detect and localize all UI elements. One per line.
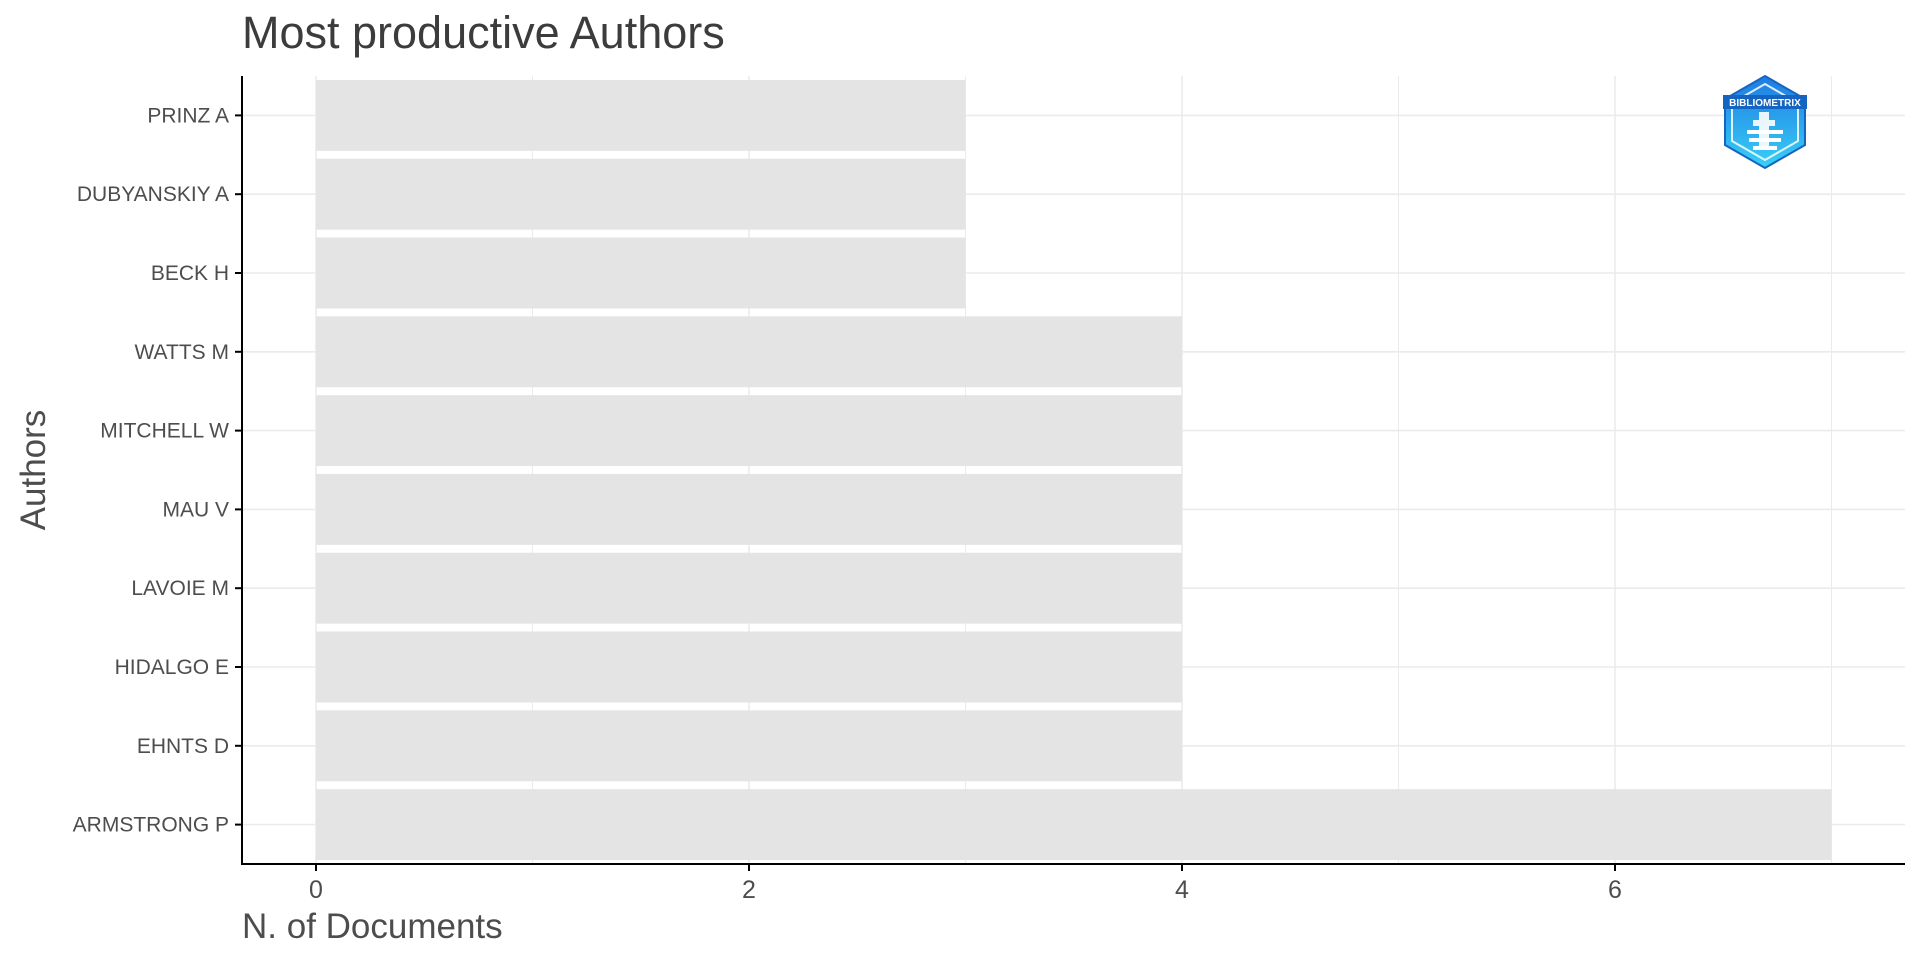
bar-mau-v (316, 473, 1182, 545)
bar-hidalgo-e (316, 631, 1182, 703)
bar-layer (316, 79, 1832, 861)
bar-watts-m (316, 316, 1182, 388)
y-axis-title: Authors (14, 410, 53, 531)
x-tick-label: 4 (1175, 876, 1189, 904)
y-tick-label: EHNTS D (137, 735, 229, 758)
logo-bars-icon (1747, 130, 1783, 150)
logo-wordmark: BIBLIOMETRIX (1729, 98, 1801, 109)
bar-prinz-a (316, 79, 966, 151)
x-tick-label: 6 (1608, 876, 1622, 904)
bar-beck-h (316, 237, 966, 309)
y-tick-label: ARMSTRONG P (73, 814, 229, 837)
bar-mitchell-w (316, 395, 1182, 467)
y-tick-label: BECK H (151, 262, 229, 285)
bar-armstrong-p (316, 789, 1832, 861)
x-axis-title: N. of Documents (242, 907, 503, 946)
logo-banner-icon (1723, 95, 1807, 109)
y-tick-label: PRINZ A (147, 104, 229, 127)
bibliometrix-logo: BIBLIOMETRIX (1723, 74, 1807, 170)
y-tick-label: MITCHELL W (100, 420, 229, 443)
y-tick-label: LAVOIE M (131, 577, 229, 600)
y-tick-label: MAU V (162, 498, 229, 521)
x-tick-layer: 0 2 4 6 (309, 864, 1622, 904)
bar-lavoie-m (316, 552, 1182, 624)
y-tick-label: HIDALGO E (115, 656, 229, 679)
bar-dubyanskiy-a (316, 158, 966, 230)
chart-title: Most productive Authors (242, 7, 725, 58)
y-tick-layer: PRINZ A DUBYANSKIY A BECK H WATTS M MITCHELL… (73, 104, 242, 837)
x-tick-label: 2 (742, 876, 756, 904)
y-tick-label: WATTS M (135, 341, 229, 364)
x-tick-label: 0 (309, 876, 323, 904)
bar-ehnts-d (316, 710, 1182, 782)
y-tick-label: DUBYANSKIY A (77, 183, 229, 206)
